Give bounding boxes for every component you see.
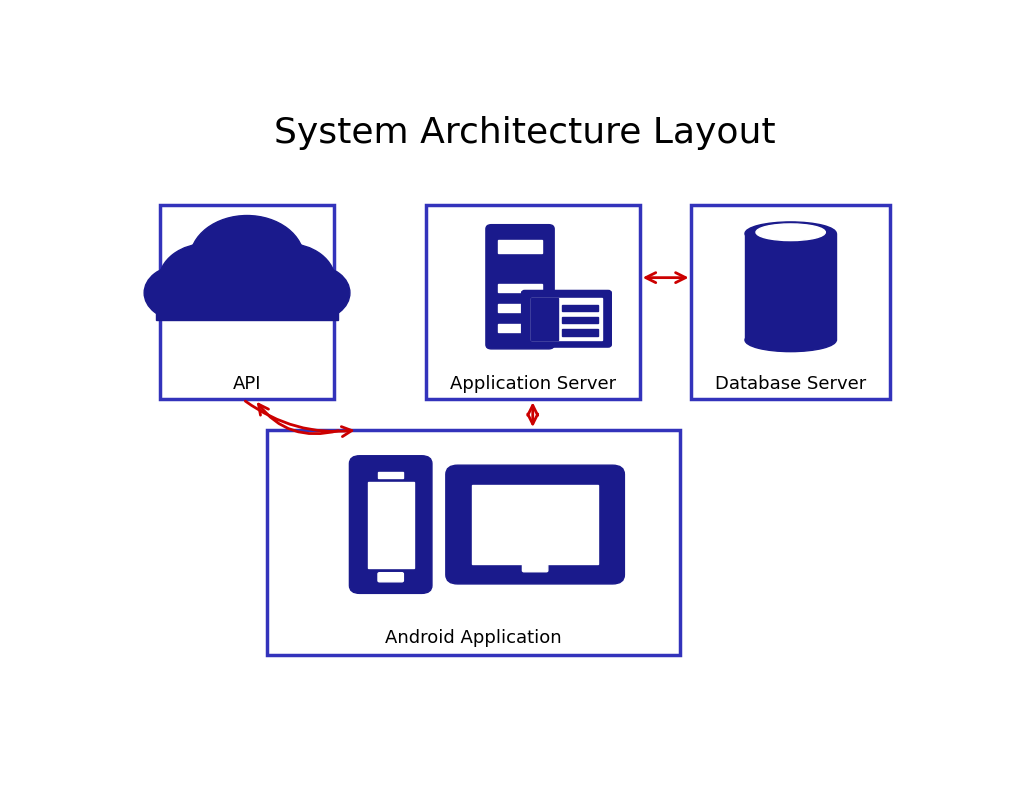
FancyBboxPatch shape bbox=[486, 225, 554, 349]
Circle shape bbox=[159, 244, 256, 318]
Circle shape bbox=[239, 244, 335, 318]
Bar bbox=[498, 304, 543, 312]
FancyBboxPatch shape bbox=[691, 205, 890, 399]
Bar bbox=[562, 317, 598, 324]
Bar bbox=[745, 233, 837, 340]
Circle shape bbox=[280, 266, 350, 320]
FancyBboxPatch shape bbox=[531, 297, 602, 340]
FancyBboxPatch shape bbox=[267, 430, 680, 655]
Text: System Architecture Layout: System Architecture Layout bbox=[274, 116, 775, 150]
Bar bbox=[562, 305, 598, 311]
Text: Application Server: Application Server bbox=[450, 375, 615, 393]
Bar bbox=[562, 329, 598, 335]
FancyBboxPatch shape bbox=[378, 573, 403, 582]
FancyBboxPatch shape bbox=[522, 562, 548, 572]
Bar bbox=[498, 240, 543, 253]
FancyBboxPatch shape bbox=[445, 465, 625, 584]
Circle shape bbox=[189, 215, 304, 303]
Ellipse shape bbox=[745, 222, 837, 245]
Text: Database Server: Database Server bbox=[715, 375, 866, 393]
FancyBboxPatch shape bbox=[521, 290, 611, 347]
FancyBboxPatch shape bbox=[160, 205, 334, 399]
Ellipse shape bbox=[756, 224, 825, 240]
Bar bbox=[378, 472, 403, 478]
Bar bbox=[531, 297, 558, 340]
FancyBboxPatch shape bbox=[426, 205, 640, 399]
Bar bbox=[156, 281, 338, 320]
Ellipse shape bbox=[745, 328, 837, 352]
FancyBboxPatch shape bbox=[349, 456, 432, 593]
Bar bbox=[368, 483, 414, 569]
Bar bbox=[498, 324, 543, 332]
Circle shape bbox=[144, 266, 215, 320]
Bar bbox=[498, 284, 543, 292]
Text: Android Application: Android Application bbox=[385, 629, 561, 647]
Text: API: API bbox=[232, 375, 261, 393]
Bar bbox=[472, 485, 598, 564]
